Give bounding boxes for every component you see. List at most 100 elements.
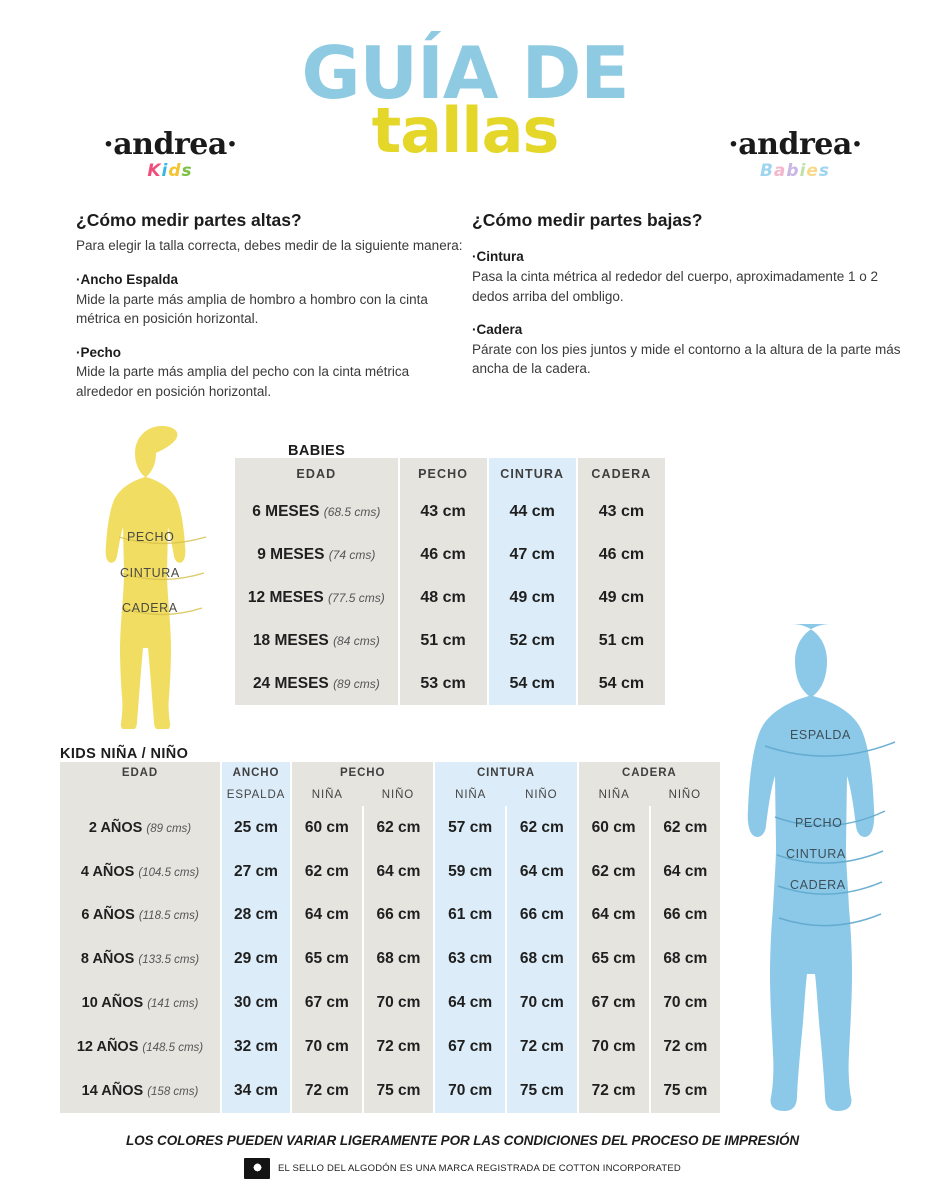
babies-cell-age-2: 12 MESES (77.5 cms) [235,576,399,619]
andrea-kids-logo: ·andrea· Kids [70,127,270,182]
kids-cell-cadera-nino-5: 72 cm [648,1024,720,1069]
kids-cell-cintura-nino-3: 68 cm [504,937,578,982]
kids-cell-cadera-nina-0: 60 cm [576,806,650,850]
kids-cell-pecho-nino-6: 75 cm [361,1068,435,1113]
babies-header-cintura: CINTURA [486,458,577,490]
kids-cell-age-1: 4 AÑOS (104.5 cms) [60,849,221,894]
kids-cell-pecho-nino-5: 72 cm [361,1024,435,1069]
table-row: 6 MESES (68.5 cms) 43 cm 44 cm 43 cm [235,490,665,533]
babies-cell-pecho-1: 46 cm [397,533,488,576]
kids-cell-espalda-3: 29 cm [220,937,291,982]
kids-cell-cintura-nina-0: 57 cm [433,806,506,850]
kids-cell-cadera-nino-2: 66 cm [648,893,720,938]
kids-cell-age-2: 6 AÑOS (118.5 cms) [60,893,221,938]
babies-cell-cintura-3: 52 cm [486,619,577,662]
kids-cell-cadera-nina-4: 67 cm [576,981,650,1025]
kids-subheader-espalda: ESPALDA [220,784,291,806]
babies-cell-cadera-4: 54 cm [575,662,665,705]
kids-cell-pecho-nina-2: 64 cm [290,893,363,938]
kid-silhouette-icon [747,624,896,1111]
kids-cell-cintura-nina-1: 59 cm [433,849,506,894]
kids-cell-cadera-nino-6: 75 cm [648,1068,720,1113]
babies-sublogo: Babies [759,161,831,181]
table-row: 6 AÑOS (118.5 cms) 28 cm 64 cm 66 cm 61 … [60,893,720,938]
kids-subheader-pecho-nino: NIÑO [362,784,435,806]
kids-cell-cintura-nino-5: 72 cm [504,1024,578,1069]
instructions-right-item-0-label: ·Cintura [472,249,524,265]
kids-cell-cintura-nino-1: 64 cm [504,849,578,894]
babies-cell-cadera-2: 49 cm [575,576,665,619]
kids-cell-age-3: 8 AÑOS (133.5 cms) [60,937,221,982]
kids-cell-cintura-nina-3: 63 cm [433,937,506,982]
kids-header-edad: EDAD [60,762,221,784]
kids-header-cadera: CADERA [576,762,720,784]
table-row: 10 AÑOS (141 cms) 30 cm 67 cm 70 cm 64 c… [60,981,720,1025]
table-row: 2 AÑOS (89 cms) 25 cm 60 cm 62 cm 57 cm … [60,806,720,850]
babies-cell-cintura-1: 47 cm [486,533,577,576]
baby-figure-label-cintura: CINTURA [120,566,180,580]
baby-body-figure: PECHO CINTURA CADERA [95,424,230,731]
instructions-upper-body: ¿Cómo medir partes altas? Para elegir la… [76,208,466,401]
kids-subheader-cadera-nina: NIÑA [576,784,650,806]
kids-cell-cadera-nina-2: 64 cm [576,893,650,938]
kids-cell-pecho-nina-3: 65 cm [290,937,363,982]
kids-cell-espalda-1: 27 cm [220,849,291,894]
instructions-left-item-0-label: ·Ancho Espalda [76,271,179,287]
babies-cell-age-3: 18 MESES (84 cms) [235,619,399,662]
kids-cell-pecho-nina-5: 70 cm [290,1024,363,1069]
instructions-right-item-1-label: ·Cadera [472,322,523,338]
kids-cell-cadera-nino-0: 62 cm [648,806,720,850]
babies-header-pecho: PECHO [397,458,488,490]
kids-cell-cintura-nino-4: 70 cm [504,981,578,1025]
babies-size-table: EDAD PECHO CINTURA CADERA 6 MESES (68.5 … [235,458,665,705]
kids-cell-espalda-6: 34 cm [220,1068,291,1113]
title-line-2: tallas [371,94,560,168]
babies-table-header-row: EDAD PECHO CINTURA CADERA [235,458,665,490]
kids-cell-espalda-0: 25 cm [220,806,291,850]
kids-cell-cadera-nino-4: 70 cm [648,981,720,1025]
andrea-wordmark-kids: ·andrea· [103,127,237,162]
kids-cell-cintura-nina-4: 64 cm [433,981,506,1025]
babies-cell-pecho-0: 43 cm [397,490,488,533]
kids-cell-cintura-nino-2: 66 cm [504,893,578,938]
kids-cell-cadera-nina-1: 62 cm [576,849,650,894]
instructions-right-item-1-text: Párate con los pies juntos y mide el con… [472,341,901,377]
kids-cell-cadera-nino-3: 68 cm [648,937,720,982]
kid-figure-label-espalda: ESPALDA [790,728,851,742]
kids-table-group-header-row: EDAD ANCHO PECHO CINTURA CADERA [60,762,720,784]
andrea-wordmark-babies: ·andrea· [728,127,862,162]
babies-cell-cadera-0: 43 cm [575,490,665,533]
kids-size-table: EDAD ANCHO PECHO CINTURA CADERA ESPALDA … [60,762,720,1113]
kids-subheader-cadera-nino: NIÑO [649,784,720,806]
table-row: 12 MESES (77.5 cms) 48 cm 49 cm 49 cm [235,576,665,619]
babies-cell-cintura-4: 54 cm [486,662,577,705]
babies-cell-pecho-2: 48 cm [397,576,488,619]
kids-cell-cintura-nino-6: 75 cm [504,1068,578,1113]
instructions-left-item-1-text: Mide la parte más amplia del pecho con l… [76,364,410,399]
kids-subheader-cintura-nina: NIÑA [433,784,506,806]
kids-subheader-cintura-nino: NIÑO [505,784,578,806]
kids-cell-pecho-nino-3: 68 cm [361,937,435,982]
cotton-seal-footer: EL SELLO DEL ALGODÓN ES UNA MARCA REGIST… [0,1158,925,1179]
kid-figure-label-cadera: CADERA [790,878,846,892]
table-row: 9 MESES (74 cms) 46 cm 47 cm 46 cm [235,533,665,576]
baby-figure-label-pecho: PECHO [127,530,175,544]
kids-table-sub-header-row: ESPALDA NIÑA NIÑO NIÑA NIÑO NIÑA NIÑO [60,784,720,806]
kids-cell-age-5: 12 AÑOS (148.5 cms) [60,1024,221,1069]
andrea-babies-logo: ·andrea· Babies [695,127,895,182]
babies-cell-pecho-3: 51 cm [397,619,488,662]
kids-cell-cadera-nina-3: 65 cm [576,937,650,982]
kids-cell-cintura-nina-5: 67 cm [433,1024,506,1069]
kids-cell-pecho-nino-4: 70 cm [361,981,435,1025]
kid-figure-label-cintura: CINTURA [786,847,846,861]
table-row: 4 AÑOS (104.5 cms) 27 cm 62 cm 64 cm 59 … [60,849,720,894]
babies-header-edad: EDAD [235,458,399,490]
instructions-left-intro: Para elegir la talla correcta, debes med… [76,238,463,254]
babies-header-cadera: CADERA [575,458,665,490]
kids-cell-pecho-nina-6: 72 cm [290,1068,363,1113]
title-line-1: GUÍA DE [301,31,629,115]
kids-cell-pecho-nino-1: 64 cm [361,849,435,894]
page-title: GUÍA DE tallas [255,31,675,168]
babies-table-title: BABIES [288,443,346,459]
cotton-boll-glyph [250,1162,264,1175]
